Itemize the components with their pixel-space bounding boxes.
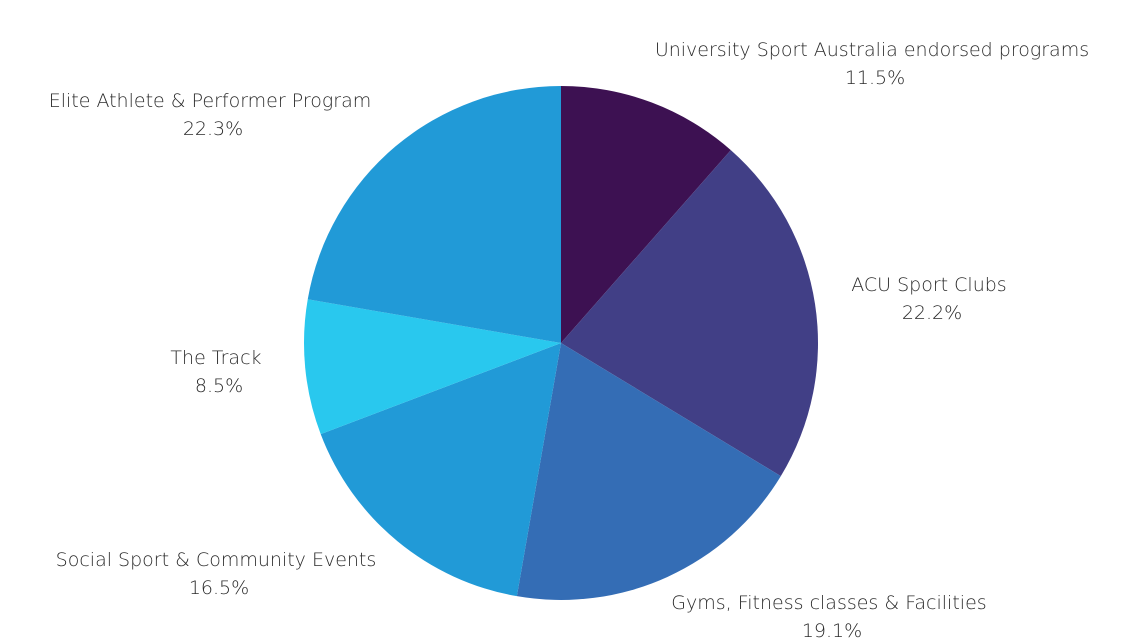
slice-value: 8.5% (195, 375, 243, 397)
pie-slices (304, 86, 818, 600)
slice-name: Social Sport & Community Events (56, 549, 377, 571)
slice-name: University Sport Australia endorsed prog… (655, 39, 1089, 61)
pie-slice-5 (307, 86, 561, 343)
slice-label-acu-sport-clubs: ACU Sport Clubs 22.2% (851, 274, 1013, 324)
slice-label-social-sport: Social Sport & Community Events 16.5% (56, 549, 383, 599)
slice-label-elite-athlete: Elite Athlete & Performer Program 22.3% (49, 90, 378, 140)
pie-slice-4 (304, 299, 561, 435)
slice-value: 22.3% (183, 118, 243, 140)
slice-value: 22.2% (902, 302, 962, 324)
pie-labels: University Sport Australia endorsed prog… (49, 39, 1095, 641)
slice-value: 19.1% (802, 620, 862, 641)
slice-name: Gyms, Fitness classes & Facilities (671, 592, 986, 614)
slice-label-gyms-fitness: Gyms, Fitness classes & Facilities 19.1% (671, 592, 992, 641)
slice-value: 11.5% (845, 67, 905, 89)
slice-label-usa-programs: University Sport Australia endorsed prog… (655, 39, 1095, 89)
slice-name: Elite Athlete & Performer Program (49, 90, 372, 112)
slice-name: ACU Sport Clubs (851, 274, 1006, 296)
pie-slice-0 (561, 86, 731, 343)
pie-slice-3 (320, 343, 561, 597)
slice-name: The Track (170, 347, 261, 369)
slice-label-the-track: The Track 8.5% (170, 347, 267, 397)
pie-slice-2 (516, 343, 781, 600)
slice-value: 16.5% (189, 577, 249, 599)
pie-slice-1 (561, 150, 818, 477)
